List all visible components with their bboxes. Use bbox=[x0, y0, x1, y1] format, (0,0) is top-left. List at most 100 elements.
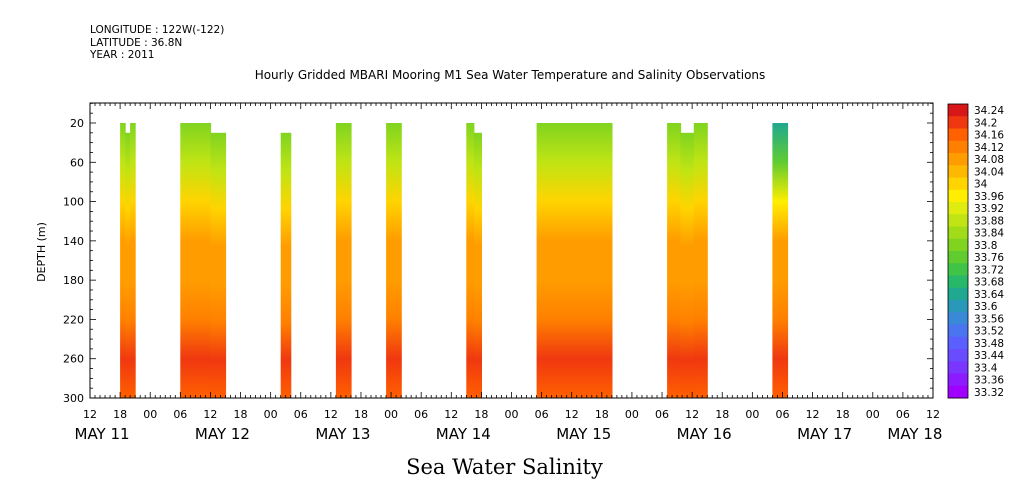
colorbar-swatch bbox=[948, 349, 968, 362]
x-tick-label: 06 bbox=[173, 408, 187, 421]
colorbar-label: 33.88 bbox=[974, 215, 1004, 227]
colorbar-label: 33.52 bbox=[974, 326, 1004, 338]
data-column bbox=[386, 123, 402, 398]
colorbar-swatch bbox=[948, 128, 968, 142]
colorbar-label: 33.84 bbox=[974, 228, 1004, 240]
y-tick-label: 300 bbox=[63, 392, 84, 405]
chart-title: Hourly Gridded MBARI Mooring M1 Sea Wate… bbox=[254, 68, 766, 82]
x-tick-label: 12 bbox=[806, 408, 820, 421]
data-column bbox=[195, 123, 212, 398]
x-tick-label: 12 bbox=[83, 408, 97, 421]
day-label: MAY 18 bbox=[887, 425, 942, 443]
y-axis-label: DEPTH (m) bbox=[35, 222, 48, 282]
axes: 12 18 00 06 12 18 00 06 12 18 00 06 12 18 00 06 12 18 00 06… bbox=[35, 102, 942, 443]
x-tick-label: 00 bbox=[143, 408, 157, 421]
colorbar-label: 34.16 bbox=[974, 130, 1004, 142]
x-tick-label: 12 bbox=[324, 408, 338, 421]
colorbar-label: 33.72 bbox=[974, 264, 1004, 276]
colorbar-label: 33.56 bbox=[974, 313, 1004, 325]
y-tick-label: 260 bbox=[63, 353, 84, 366]
colorbar-label: 34.12 bbox=[974, 142, 1004, 154]
day-label: MAY 14 bbox=[436, 425, 491, 443]
x-tick-label: 18 bbox=[715, 408, 729, 421]
data-column bbox=[693, 123, 708, 398]
day-label: MAY 12 bbox=[195, 425, 250, 443]
data-column bbox=[466, 123, 475, 398]
data-column bbox=[335, 123, 352, 398]
data-column bbox=[667, 123, 682, 398]
colorbar-swatch bbox=[948, 153, 968, 166]
colorbar-label: 33.4 bbox=[974, 362, 998, 374]
colorbar-swatch bbox=[948, 104, 968, 117]
colorbar-label: 33.96 bbox=[974, 191, 1004, 203]
colorbar-swatch bbox=[948, 373, 968, 387]
colorbar-frame bbox=[947, 103, 969, 399]
data-column bbox=[125, 132, 131, 399]
colorbar-swatch bbox=[948, 165, 968, 178]
colorbar-label: 34.04 bbox=[974, 166, 1004, 178]
colorbar-label: 33.44 bbox=[974, 350, 1004, 362]
colorbar-label: 34.2 bbox=[974, 117, 997, 129]
day-label: MAY 13 bbox=[315, 425, 370, 443]
x-tick-label: 18 bbox=[113, 408, 127, 421]
x-tick-label: 12 bbox=[444, 408, 458, 421]
x-tick-label: 12 bbox=[685, 408, 699, 421]
colorbar-swatch bbox=[948, 189, 968, 203]
day-label: MAY 17 bbox=[797, 425, 852, 443]
x-tick-label: 18 bbox=[595, 408, 609, 421]
x-tick-label: 18 bbox=[354, 408, 368, 421]
colorbar-swatch bbox=[948, 324, 968, 338]
day-label: MAY 16 bbox=[677, 425, 732, 443]
colorbar-swatch bbox=[948, 263, 968, 276]
x-tick-label: 06 bbox=[896, 408, 910, 421]
x-tick-label: 00 bbox=[264, 408, 278, 421]
day-label: MAY 15 bbox=[556, 425, 611, 443]
data-column bbox=[280, 132, 292, 399]
colorbar-swatch bbox=[948, 251, 968, 264]
data-column bbox=[120, 123, 126, 398]
day-label: MAY 11 bbox=[75, 425, 130, 443]
colorbar-swatch bbox=[948, 177, 968, 191]
chart-subtitle: Sea Water Salinity bbox=[406, 455, 603, 479]
x-tick-label: 12 bbox=[565, 408, 579, 421]
colorbar-label: 33.92 bbox=[974, 203, 1004, 215]
colorbar-label: 33.68 bbox=[974, 277, 1004, 289]
y-tick-label: 220 bbox=[63, 313, 84, 326]
x-tick-label: 00 bbox=[745, 408, 759, 421]
data-column bbox=[536, 123, 613, 398]
y-tick-label: 180 bbox=[63, 274, 84, 287]
x-tick-label: 00 bbox=[866, 408, 880, 421]
colorbar-label: 33.8 bbox=[974, 240, 997, 252]
x-tick-label: 18 bbox=[474, 408, 488, 421]
colorbar-swatch bbox=[948, 385, 968, 399]
data-column bbox=[180, 123, 196, 398]
x-tick-label: 00 bbox=[625, 408, 639, 421]
colorbar-label: 33.64 bbox=[974, 289, 1004, 301]
x-tick-label: 12 bbox=[203, 408, 217, 421]
y-tick-label: 60 bbox=[70, 156, 84, 169]
y-tick-label: 20 bbox=[70, 117, 84, 130]
colorbar-label: 34 bbox=[974, 179, 988, 191]
colorbar-swatch bbox=[948, 336, 968, 350]
y-tick-label: 100 bbox=[63, 196, 84, 209]
x-tick-label: 06 bbox=[655, 408, 669, 421]
metadata-block: LONGITUDE : 122W(-122) LATITUDE : 36.8N … bbox=[90, 24, 224, 62]
data-column bbox=[680, 132, 695, 399]
colorbar-label: 33.32 bbox=[974, 387, 1004, 399]
colorbar-swatch bbox=[948, 238, 968, 252]
colorbar: 34.2434.234.1634.1234.0834.043433.9633.9… bbox=[947, 103, 1004, 399]
colorbar-swatch bbox=[948, 275, 968, 289]
colorbar-swatch bbox=[948, 226, 968, 240]
colorbar-label: 34.08 bbox=[974, 154, 1004, 166]
x-tick-label: 18 bbox=[234, 408, 248, 421]
y-tick-label: 140 bbox=[63, 235, 84, 248]
colorbar-swatch bbox=[948, 140, 968, 154]
colorbar-label: 34.24 bbox=[974, 105, 1004, 117]
x-tick-label: 06 bbox=[414, 408, 428, 421]
x-tick-label: 12 bbox=[926, 408, 940, 421]
x-tick-label: 06 bbox=[775, 408, 789, 421]
data-segments bbox=[120, 123, 789, 399]
longitude-label: LONGITUDE : 122W(-122) bbox=[90, 24, 225, 36]
colorbar-swatch bbox=[948, 202, 968, 215]
